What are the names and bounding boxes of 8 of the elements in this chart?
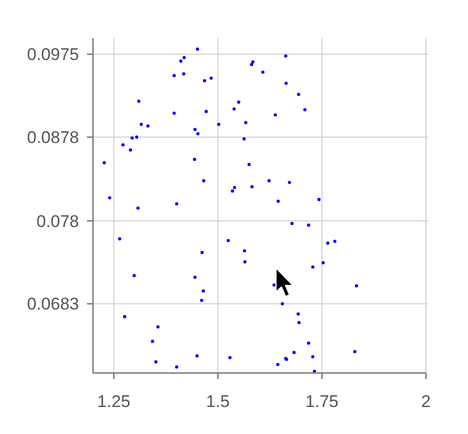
x-tick-label: 1.5 bbox=[206, 392, 230, 411]
x-tick-label: 1.75 bbox=[305, 392, 338, 411]
y-tick-label: 0.0878 bbox=[27, 128, 79, 148]
y-tick-label: 0.078 bbox=[36, 212, 79, 231]
x-tick-label: 1.25 bbox=[97, 392, 130, 411]
y-tick-label: 0.0975 bbox=[27, 45, 79, 64]
x-tick-label: 2 bbox=[421, 392, 431, 411]
y-tick-label: 0.0683 bbox=[27, 294, 79, 314]
